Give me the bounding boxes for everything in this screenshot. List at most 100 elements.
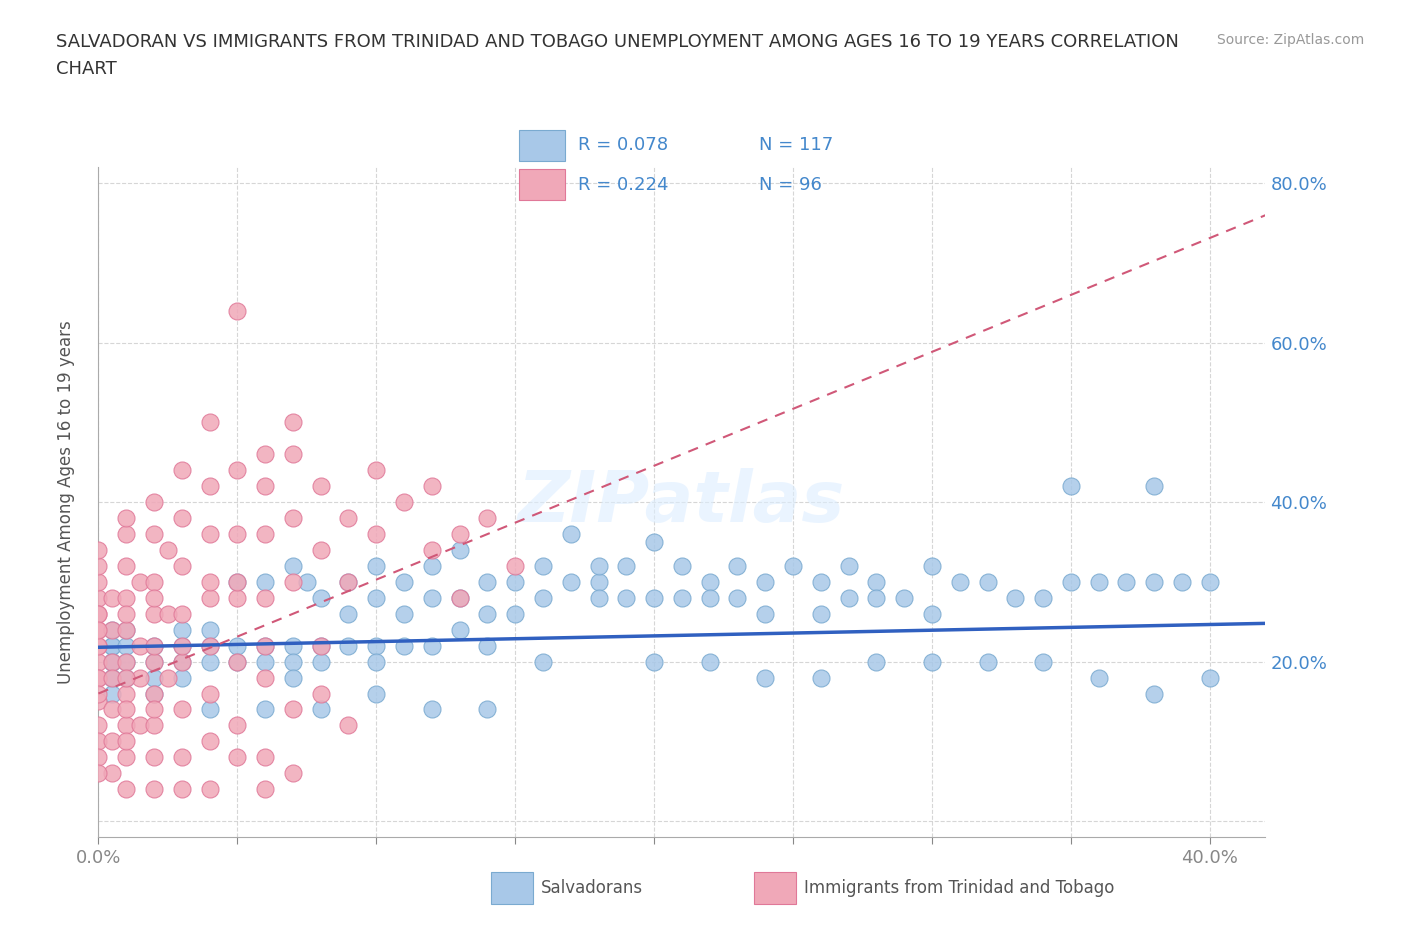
Point	[170, 559, 193, 574]
Point	[449, 542, 471, 557]
Point	[254, 750, 277, 764]
Text: Immigrants from Trinidad and Tobago: Immigrants from Trinidad and Tobago	[804, 879, 1115, 897]
Point	[115, 591, 138, 605]
Point	[87, 671, 110, 685]
Point	[643, 535, 665, 550]
Point	[143, 718, 166, 733]
Point	[143, 591, 166, 605]
Point	[115, 622, 138, 637]
Point	[198, 575, 221, 590]
Point	[115, 734, 138, 749]
Text: N = 117: N = 117	[759, 136, 834, 154]
Point	[254, 671, 277, 685]
Point	[254, 447, 277, 462]
Point	[588, 575, 610, 590]
Point	[865, 575, 887, 590]
Point	[170, 638, 193, 653]
Point	[143, 686, 166, 701]
Point	[170, 671, 193, 685]
Point	[101, 671, 124, 685]
Point	[101, 765, 124, 780]
Point	[170, 511, 193, 525]
Point	[810, 606, 832, 621]
Text: CHART: CHART	[56, 60, 117, 78]
Point	[87, 765, 110, 780]
Point	[87, 622, 110, 637]
Point	[170, 622, 193, 637]
Point	[366, 638, 388, 653]
Point	[115, 671, 138, 685]
Point	[226, 591, 249, 605]
Point	[226, 654, 249, 669]
Point	[226, 303, 249, 318]
Point	[87, 734, 110, 749]
Point	[226, 463, 249, 478]
Point	[1198, 575, 1220, 590]
Point	[101, 686, 124, 701]
Point	[198, 622, 221, 637]
Point	[1032, 591, 1054, 605]
Point	[281, 671, 304, 685]
Point	[782, 559, 804, 574]
Point	[699, 654, 721, 669]
Point	[226, 750, 249, 764]
Point	[101, 622, 124, 637]
Point	[226, 638, 249, 653]
Point	[87, 686, 110, 701]
Point	[588, 559, 610, 574]
Point	[309, 686, 332, 701]
Point	[392, 575, 415, 590]
Point	[366, 559, 388, 574]
Point	[101, 638, 124, 653]
Point	[727, 591, 749, 605]
Point	[309, 638, 332, 653]
Point	[614, 591, 637, 605]
Point	[1087, 575, 1109, 590]
Point	[366, 591, 388, 605]
Point	[115, 638, 138, 653]
Point	[1115, 575, 1137, 590]
Text: Salvadorans: Salvadorans	[541, 879, 643, 897]
Point	[810, 575, 832, 590]
Point	[309, 542, 332, 557]
Point	[254, 654, 277, 669]
Point	[865, 654, 887, 669]
Point	[87, 591, 110, 605]
Point	[156, 671, 179, 685]
Point	[143, 606, 166, 621]
Point	[337, 718, 360, 733]
Point	[101, 671, 124, 685]
Point	[143, 526, 166, 541]
Point	[337, 575, 360, 590]
Point	[101, 671, 124, 685]
Point	[170, 654, 193, 669]
Point	[921, 654, 943, 669]
Point	[198, 415, 221, 430]
Point	[420, 591, 443, 605]
Point	[170, 606, 193, 621]
Point	[614, 559, 637, 574]
Point	[420, 559, 443, 574]
Point	[254, 591, 277, 605]
Point	[449, 622, 471, 637]
Point	[143, 702, 166, 717]
Point	[699, 575, 721, 590]
Point	[949, 575, 972, 590]
Point	[87, 606, 110, 621]
Text: ZIPatlas: ZIPatlas	[519, 468, 845, 537]
Point	[976, 654, 998, 669]
Point	[101, 591, 124, 605]
Point	[198, 526, 221, 541]
Point	[976, 575, 998, 590]
Point	[101, 654, 124, 669]
Point	[170, 638, 193, 653]
Point	[281, 638, 304, 653]
Point	[254, 638, 277, 653]
Point	[893, 591, 915, 605]
Point	[143, 782, 166, 797]
Point	[671, 559, 693, 574]
Text: N = 96: N = 96	[759, 176, 823, 194]
Text: Source: ZipAtlas.com: Source: ZipAtlas.com	[1216, 33, 1364, 46]
Point	[87, 750, 110, 764]
Point	[115, 654, 138, 669]
